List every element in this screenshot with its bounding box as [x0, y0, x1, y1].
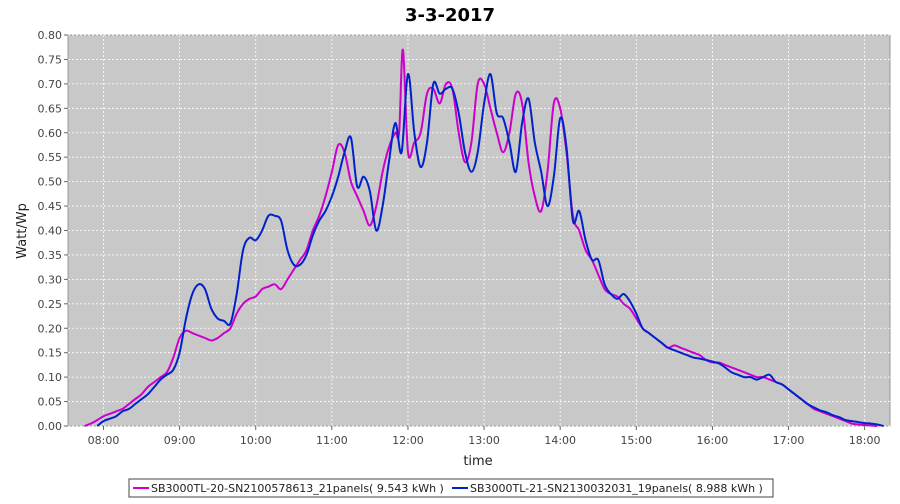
y-tick-label: 0.25	[38, 298, 63, 311]
y-tick-label: 0.30	[38, 273, 63, 286]
x-tick-label: 10:00	[240, 434, 272, 447]
x-axis-label: time	[463, 454, 492, 469]
y-tick-label: 0.55	[38, 151, 63, 164]
x-tick-label: 08:00	[88, 434, 120, 447]
y-tick-label: 0.60	[38, 127, 63, 140]
x-tick-label: 11:00	[316, 434, 348, 447]
y-tick-label: 0.20	[38, 322, 63, 335]
y-tick-label: 0.80	[38, 29, 63, 42]
legend: SB3000TL-20-SN2100578613_21panels( 9.543…	[128, 478, 774, 498]
y-tick-label: 0.75	[38, 53, 63, 66]
x-tick-label: 17:00	[773, 434, 805, 447]
y-tick-label: 0.15	[38, 347, 63, 360]
legend-label-series-1: SB3000TL-20-SN2100578613_21panels( 9.543…	[151, 482, 444, 495]
x-tick-label: 18:00	[849, 434, 881, 447]
y-axis-ticks: 0.00 0.05 0.10 0.15 0.20 0.25 0.30 0.35 0.40 0.45…	[38, 29, 68, 433]
y-tick-label: 0.05	[38, 396, 63, 409]
y-tick-label: 0.45	[38, 200, 63, 213]
x-tick-label: 12:00	[392, 434, 424, 447]
grid-lines	[68, 34, 890, 427]
x-tick-label: 09:00	[164, 434, 196, 447]
y-tick-label: 0.50	[38, 176, 63, 189]
x-tick-label: 14:00	[544, 434, 576, 447]
y-axis-label: Watt/Wp	[15, 203, 30, 259]
y-tick-label: 0.35	[38, 249, 63, 262]
x-axis-ticks: 08:00 09:00 10:00 11:00 12:00 13:00 14:00 15:00…	[88, 426, 881, 447]
plot-area	[67, 34, 891, 427]
y-tick-label: 0.00	[38, 420, 63, 433]
x-tick-label: 15:00	[620, 434, 652, 447]
chart-title: 3-3-2017	[405, 5, 495, 26]
series-line-1	[84, 48, 878, 427]
legend-label-series-2: SB3000TL-21-SN2130032031_19panels( 8.988…	[470, 482, 763, 495]
x-tick-label: 16:00	[697, 434, 729, 447]
y-tick-label: 0.70	[38, 78, 63, 91]
y-tick-label: 0.65	[38, 102, 63, 115]
y-tick-label: 0.40	[38, 225, 63, 238]
series-line-2	[96, 73, 884, 427]
legend-box	[128, 478, 774, 498]
y-tick-label: 0.10	[38, 371, 63, 384]
x-tick-label: 13:00	[468, 434, 500, 447]
series-lines	[84, 48, 884, 427]
